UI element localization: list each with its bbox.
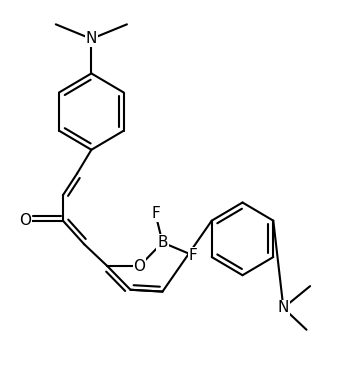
Text: O: O [134, 259, 145, 274]
Text: N: N [86, 31, 97, 46]
Text: B: B [157, 235, 168, 250]
Text: O: O [19, 213, 31, 228]
Text: N: N [278, 300, 289, 315]
Text: F: F [188, 248, 197, 263]
Text: F: F [151, 206, 160, 221]
